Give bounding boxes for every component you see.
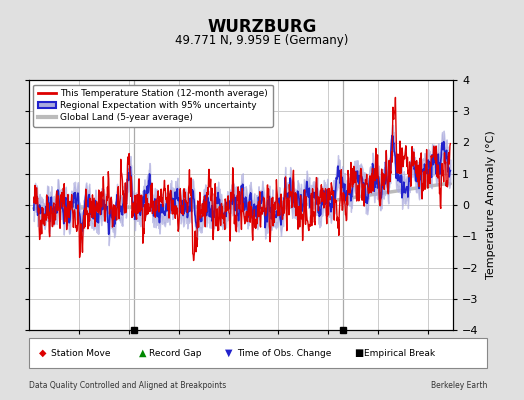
Text: ■: ■ (354, 348, 363, 358)
Text: ▲: ▲ (139, 348, 146, 358)
Y-axis label: Temperature Anomaly (°C): Temperature Anomaly (°C) (486, 131, 496, 279)
Text: Berkeley Earth: Berkeley Earth (431, 381, 487, 390)
Text: ◆: ◆ (39, 348, 47, 358)
Text: Station Move: Station Move (51, 348, 111, 358)
Text: WURZBURG: WURZBURG (208, 18, 316, 36)
Text: Record Gap: Record Gap (149, 348, 202, 358)
Text: ▼: ▼ (225, 348, 233, 358)
Text: Data Quality Controlled and Aligned at Breakpoints: Data Quality Controlled and Aligned at B… (29, 381, 226, 390)
Text: Empirical Break: Empirical Break (364, 348, 435, 358)
Text: 49.771 N, 9.959 E (Germany): 49.771 N, 9.959 E (Germany) (176, 34, 348, 47)
Text: Time of Obs. Change: Time of Obs. Change (237, 348, 331, 358)
Legend: This Temperature Station (12-month average), Regional Expectation with 95% uncer: This Temperature Station (12-month avera… (34, 84, 272, 127)
